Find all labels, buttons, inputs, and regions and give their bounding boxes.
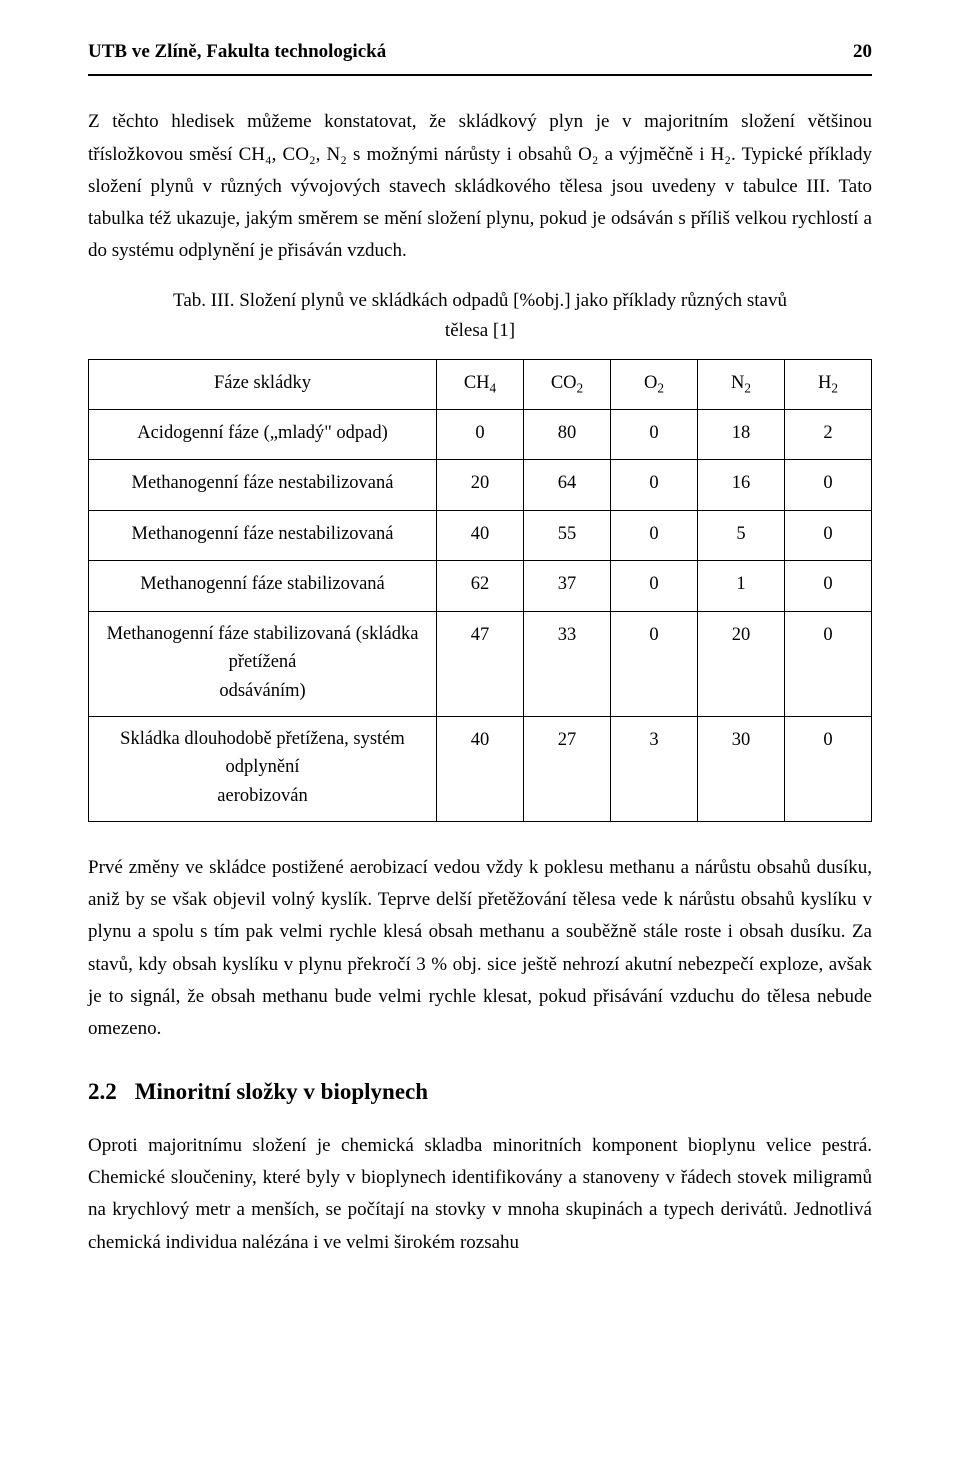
body-paragraph-2: Prvé změny ve skládce postižené aerobiza…	[88, 852, 872, 1046]
cell-o2: 0	[611, 561, 698, 611]
body-paragraph-3: Oproti majoritnímu složení je chemická s…	[88, 1130, 872, 1259]
cell-n2: 30	[698, 716, 785, 821]
cell-o2: 0	[611, 410, 698, 460]
cell-n2: 16	[698, 460, 785, 510]
cell-n2: 20	[698, 611, 785, 716]
col-n2-sub: 2	[744, 380, 751, 395]
cell-phase-line: Skládka dlouhodobě přetížena, systém odp…	[120, 729, 405, 778]
cell-h2: 0	[785, 611, 872, 716]
cell-co2: 37	[524, 561, 611, 611]
cell-o2: 0	[611, 460, 698, 510]
col-h2-sub: 2	[831, 380, 838, 395]
cell-phase: Methanogenní fáze stabilizovaná (skládka…	[89, 611, 437, 716]
section-heading: 2.2 Minoritní složky v bioplynech	[88, 1072, 872, 1111]
cell-h2: 0	[785, 460, 872, 510]
page-header: UTB ve Zlíně, Fakulta technologická 20	[88, 36, 872, 76]
table-caption-line-1: Tab. III. Složení plynů ve skládkách odp…	[88, 286, 872, 316]
cell-co2: 55	[524, 510, 611, 560]
cell-phase: Skládka dlouhodobě přetížena, systém odp…	[89, 716, 437, 821]
col-co2-sub: 2	[577, 380, 584, 395]
section-title: Minoritní složky v bioplynech	[135, 1079, 428, 1104]
cell-ch4: 40	[437, 510, 524, 560]
cell-ch4: 62	[437, 561, 524, 611]
cell-co2: 27	[524, 716, 611, 821]
cell-o2: 0	[611, 510, 698, 560]
cell-ch4: 40	[437, 716, 524, 821]
cell-phase: Acidogenní fáze („mladý" odpad)	[89, 410, 437, 460]
gas-composition-table: Fáze skládky CH4 CO2 O2 N2 H2 Acidogenní…	[88, 359, 872, 822]
col-ch4-sub: 4	[490, 380, 497, 395]
cell-h2: 0	[785, 510, 872, 560]
table-row: Acidogenní fáze („mladý" odpad) 0 80 0 1…	[89, 410, 872, 460]
col-co2-base: CO	[551, 373, 577, 393]
table-header-row: Fáze skládky CH4 CO2 O2 N2 H2	[89, 359, 872, 409]
cell-h2: 0	[785, 561, 872, 611]
cell-o2: 3	[611, 716, 698, 821]
cell-ch4: 47	[437, 611, 524, 716]
cell-phase: Methanogenní fáze nestabilizovaná	[89, 510, 437, 560]
col-ch4-base: CH	[464, 373, 490, 393]
cell-h2: 0	[785, 716, 872, 821]
cell-co2: 80	[524, 410, 611, 460]
col-n2-base: N	[731, 373, 744, 393]
col-ch4: CH4	[437, 359, 524, 409]
col-n2: N2	[698, 359, 785, 409]
col-h2-base: H	[818, 373, 831, 393]
cell-n2: 1	[698, 561, 785, 611]
col-o2: O2	[611, 359, 698, 409]
cell-ch4: 0	[437, 410, 524, 460]
header-page-number: 20	[853, 36, 872, 68]
cell-o2: 0	[611, 611, 698, 716]
cell-n2: 5	[698, 510, 785, 560]
col-o2-base: O	[644, 373, 657, 393]
cell-co2: 33	[524, 611, 611, 716]
cell-phase-line: odsáváním)	[219, 681, 305, 701]
cell-phase: Methanogenní fáze nestabilizovaná	[89, 460, 437, 510]
cell-n2: 18	[698, 410, 785, 460]
col-co2: CO2	[524, 359, 611, 409]
table-row: Methanogenní fáze stabilizovaná 62 37 0 …	[89, 561, 872, 611]
table-row: Methanogenní fáze nestabilizovaná 40 55 …	[89, 510, 872, 560]
table-row: Methanogenní fáze stabilizovaná (skládka…	[89, 611, 872, 716]
col-o2-sub: 2	[657, 380, 664, 395]
table-row: Methanogenní fáze nestabilizovaná 20 64 …	[89, 460, 872, 510]
cell-h2: 2	[785, 410, 872, 460]
cell-phase-line: aerobizován	[217, 786, 307, 806]
cell-ch4: 20	[437, 460, 524, 510]
body-paragraph-1: Z těchto hledisek můžeme konstatovat, že…	[88, 106, 872, 267]
table-caption-line-2: tělesa [1]	[88, 316, 872, 346]
cell-phase-line: Methanogenní fáze stabilizovaná (skládka…	[107, 624, 419, 673]
cell-co2: 64	[524, 460, 611, 510]
section-number: 2.2	[88, 1072, 117, 1111]
header-institution: UTB ve Zlíně, Fakulta technologická	[88, 36, 386, 68]
table-row: Skládka dlouhodobě přetížena, systém odp…	[89, 716, 872, 821]
cell-phase: Methanogenní fáze stabilizovaná	[89, 561, 437, 611]
col-h2: H2	[785, 359, 872, 409]
table-caption: Tab. III. Složení plynů ve skládkách odp…	[88, 286, 872, 347]
col-phase: Fáze skládky	[89, 359, 437, 409]
